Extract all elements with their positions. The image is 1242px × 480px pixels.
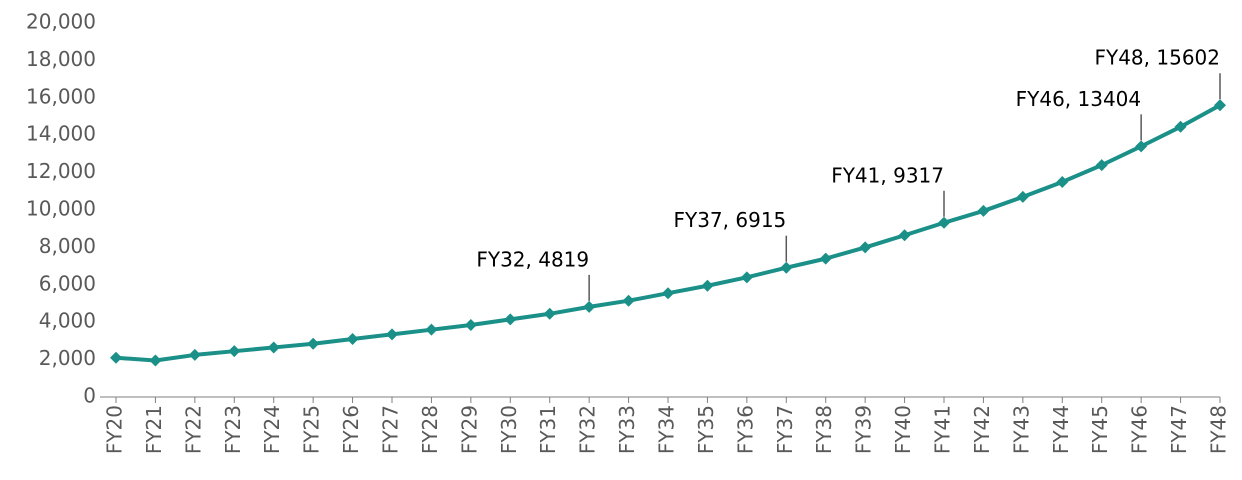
marker — [898, 229, 911, 242]
annotation: FY37, 6915 — [673, 208, 786, 232]
marker — [425, 323, 438, 336]
x-tick-label: FY38 — [812, 405, 836, 454]
y-tick-label: 6,000 — [39, 271, 96, 295]
annotation: FY41, 9317 — [831, 163, 944, 187]
x-tick-label: FY21 — [142, 405, 166, 454]
annotation: FY32, 4819 — [476, 247, 589, 271]
y-tick-label: 8,000 — [39, 234, 96, 258]
marker — [740, 271, 753, 284]
y-tick-label: 12,000 — [26, 159, 96, 183]
marker — [464, 319, 477, 332]
x-tick-label: FY44 — [1049, 405, 1073, 454]
marker — [543, 307, 556, 320]
x-tick-label: FY33 — [615, 405, 639, 454]
x-tick-label: FY22 — [181, 405, 205, 454]
marker — [149, 354, 162, 367]
x-tick-label: FY31 — [536, 405, 560, 454]
marker — [622, 294, 635, 307]
x-tick-label: FY26 — [339, 405, 363, 454]
x-tick-label: FY40 — [891, 405, 915, 454]
x-tick-label: FY30 — [497, 405, 521, 454]
x-tick-label: FY47 — [1167, 405, 1191, 454]
marker — [583, 300, 596, 313]
marker — [701, 279, 714, 292]
marker — [1056, 175, 1069, 188]
marker — [1174, 120, 1187, 133]
x-tick-label: FY27 — [379, 405, 403, 454]
marker — [346, 333, 359, 346]
x-tick-label: FY25 — [300, 405, 324, 454]
x-tick-label: FY24 — [260, 405, 284, 454]
marker — [819, 252, 832, 265]
x-tick-label: FY41 — [931, 405, 955, 454]
annotation: FY46, 13404 — [1016, 87, 1142, 111]
y-tick-label: 0 — [83, 384, 96, 408]
marker — [859, 241, 872, 254]
marker — [188, 348, 201, 361]
marker — [780, 261, 793, 274]
x-tick-label: FY35 — [694, 405, 718, 454]
x-tick-label: FY23 — [221, 405, 245, 454]
marker — [1135, 140, 1148, 153]
x-tick-label: FY37 — [773, 405, 797, 454]
x-tick-label: FY29 — [457, 405, 481, 454]
marker — [938, 216, 950, 229]
x-tick-label: FY28 — [418, 405, 442, 454]
marker — [1095, 159, 1108, 172]
marker — [504, 313, 517, 326]
marker — [267, 341, 280, 354]
x-tick-label: FY32 — [576, 405, 600, 454]
y-tick-label: 2,000 — [39, 346, 96, 370]
y-tick-label: 10,000 — [26, 197, 96, 221]
x-tick-label: FY42 — [970, 405, 994, 454]
x-tick-label: FY48 — [1207, 405, 1231, 454]
marker — [386, 328, 398, 341]
line — [115, 103, 1221, 363]
y-tick-label: 4,000 — [39, 309, 96, 333]
y-tick-label: 18,000 — [26, 47, 96, 71]
marker — [977, 204, 990, 217]
marker — [228, 345, 241, 358]
x-tick-label: FY36 — [733, 405, 757, 454]
marker — [307, 337, 320, 350]
x-tick-label: FY20 — [103, 405, 127, 454]
annotation: FY48, 15602 — [1094, 46, 1220, 70]
x-tick-label: FY39 — [852, 405, 876, 454]
x-tick-label: FY43 — [1009, 405, 1033, 454]
x-tick-label: FY46 — [1128, 405, 1152, 454]
y-tick-label: 14,000 — [26, 122, 96, 146]
y-tick-label: 20,000 — [26, 10, 96, 34]
x-tick-label: FY34 — [655, 405, 679, 454]
x-tick-label: FY45 — [1088, 405, 1112, 454]
marker — [662, 287, 674, 300]
marker — [1214, 99, 1226, 112]
marker — [110, 351, 122, 364]
marker — [1016, 190, 1029, 203]
y-tick-label: 16,000 — [26, 84, 96, 108]
